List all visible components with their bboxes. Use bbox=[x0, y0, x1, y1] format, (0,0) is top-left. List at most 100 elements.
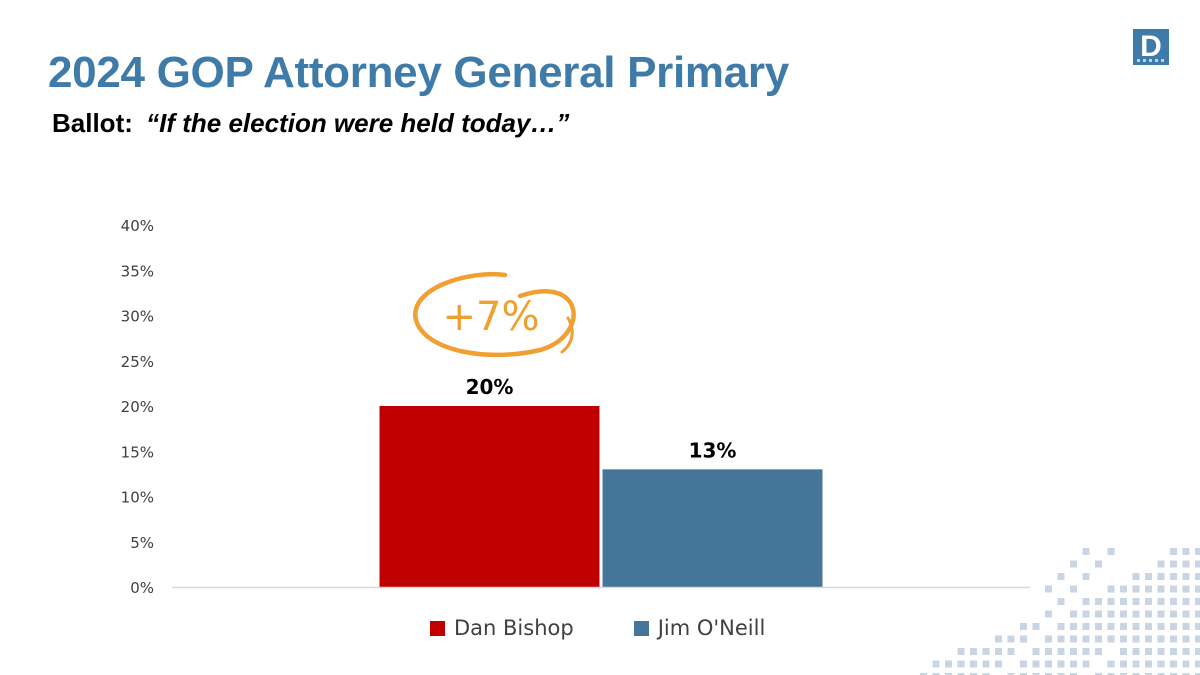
legend-item-jim-oneill: Jim O'Neill bbox=[633, 616, 766, 640]
pattern-dot bbox=[1082, 610, 1090, 618]
subtitle-label: Ballot: bbox=[52, 108, 133, 138]
pattern-dot bbox=[1132, 635, 1140, 643]
pattern-dot bbox=[1170, 660, 1177, 668]
pattern-dot bbox=[1157, 610, 1165, 618]
pattern-dot bbox=[1157, 560, 1165, 568]
data-label: 13% bbox=[689, 438, 737, 462]
pattern-dot bbox=[1082, 648, 1090, 655]
pattern-dot bbox=[1107, 673, 1115, 675]
pattern-dot bbox=[1170, 598, 1177, 605]
pattern-dot bbox=[1070, 635, 1077, 643]
pattern-dot bbox=[1145, 648, 1152, 655]
pattern-dot bbox=[1170, 560, 1177, 568]
pattern-dot bbox=[1107, 585, 1115, 593]
annotation-text: +7% bbox=[443, 294, 540, 340]
pattern-dot bbox=[1157, 648, 1165, 655]
pattern-dot bbox=[957, 673, 965, 675]
pattern-dot bbox=[1157, 660, 1165, 668]
pattern-dot bbox=[1070, 673, 1077, 675]
pattern-dot bbox=[1007, 673, 1015, 675]
pattern-dot bbox=[1057, 573, 1065, 580]
pattern-dot bbox=[1195, 548, 1200, 555]
pattern-dot bbox=[1132, 573, 1140, 580]
pattern-dot bbox=[1045, 660, 1052, 668]
pattern-dot bbox=[1170, 573, 1177, 580]
pattern-dot bbox=[1020, 623, 1027, 630]
pattern-dot bbox=[1145, 598, 1152, 605]
pattern-dot bbox=[1057, 673, 1065, 675]
pattern-dot bbox=[1195, 573, 1200, 580]
pattern-dot bbox=[1057, 623, 1065, 630]
pattern-dot bbox=[1045, 673, 1052, 675]
pattern-dot bbox=[932, 673, 940, 675]
page-title: 2024 GOP Attorney General Primary bbox=[48, 48, 789, 97]
pattern-dot bbox=[945, 660, 952, 668]
pattern-dot bbox=[1145, 573, 1152, 580]
pattern-dot bbox=[1132, 673, 1140, 675]
pattern-dot bbox=[1095, 598, 1102, 605]
pattern-dot bbox=[1132, 648, 1140, 655]
pattern-dot bbox=[1157, 573, 1165, 580]
pattern-dot bbox=[1120, 585, 1127, 593]
pattern-dot bbox=[1132, 660, 1140, 668]
pattern-dot bbox=[1157, 673, 1165, 675]
y-tick-label: 30% bbox=[121, 308, 154, 326]
pattern-dot bbox=[1095, 560, 1102, 568]
pattern-dot bbox=[1020, 673, 1027, 675]
pattern-dot bbox=[1195, 560, 1200, 568]
pattern-dot bbox=[1157, 635, 1165, 643]
pattern-dot bbox=[995, 635, 1002, 643]
annotation-circle-tail bbox=[560, 316, 574, 354]
pattern-dot bbox=[970, 660, 977, 668]
y-tick-label: 25% bbox=[121, 353, 154, 371]
pattern-dot bbox=[1095, 623, 1102, 630]
pattern-dot bbox=[1195, 623, 1200, 630]
pattern-dot bbox=[1070, 585, 1077, 593]
legend-label: Jim O'Neill bbox=[657, 616, 766, 640]
pattern-dot bbox=[970, 673, 977, 675]
y-tick-label: 35% bbox=[121, 262, 154, 280]
pattern-dot bbox=[1170, 548, 1177, 555]
pattern-dot bbox=[1082, 548, 1090, 555]
pattern-dot bbox=[1182, 548, 1190, 555]
pattern-dot bbox=[1007, 635, 1015, 643]
pattern-dot bbox=[982, 648, 990, 655]
legend-swatch bbox=[633, 620, 649, 636]
pattern-dot bbox=[1095, 648, 1102, 655]
pattern-dot bbox=[1057, 598, 1065, 605]
pattern-dot bbox=[1107, 660, 1115, 668]
pattern-dot bbox=[1120, 673, 1127, 675]
pattern-dot bbox=[1057, 660, 1065, 668]
pattern-dot bbox=[1132, 585, 1140, 593]
pattern-dot bbox=[1182, 598, 1190, 605]
pattern-dot bbox=[1182, 610, 1190, 618]
pattern-dot bbox=[1182, 660, 1190, 668]
pattern-dot bbox=[1170, 673, 1177, 675]
pattern-dot bbox=[970, 648, 977, 655]
pattern-dot bbox=[1107, 610, 1115, 618]
pattern-dot bbox=[1170, 635, 1177, 643]
pattern-dot bbox=[1145, 623, 1152, 630]
pattern-dot bbox=[945, 673, 952, 675]
pattern-dot bbox=[1170, 585, 1177, 593]
pattern-dot bbox=[1070, 560, 1077, 568]
pattern-dot bbox=[1120, 660, 1127, 668]
pattern-dot bbox=[1082, 573, 1090, 580]
pattern-dot bbox=[1082, 598, 1090, 605]
pattern-dot bbox=[1170, 623, 1177, 630]
pattern-dot bbox=[1032, 648, 1040, 655]
y-tick-label: 5% bbox=[130, 534, 154, 552]
pattern-dot bbox=[1120, 610, 1127, 618]
y-tick-label: 40% bbox=[121, 217, 154, 235]
pattern-dot bbox=[1195, 673, 1200, 675]
pattern-dot bbox=[1195, 648, 1200, 655]
pattern-dot bbox=[1145, 673, 1152, 675]
pattern-dot bbox=[1095, 673, 1102, 675]
pattern-dot bbox=[957, 660, 965, 668]
pattern-dot bbox=[1195, 585, 1200, 593]
ballot-subtitle: Ballot: “If the election were held today… bbox=[52, 108, 569, 139]
pattern-dot bbox=[1120, 623, 1127, 630]
pattern-dot bbox=[1057, 648, 1065, 655]
